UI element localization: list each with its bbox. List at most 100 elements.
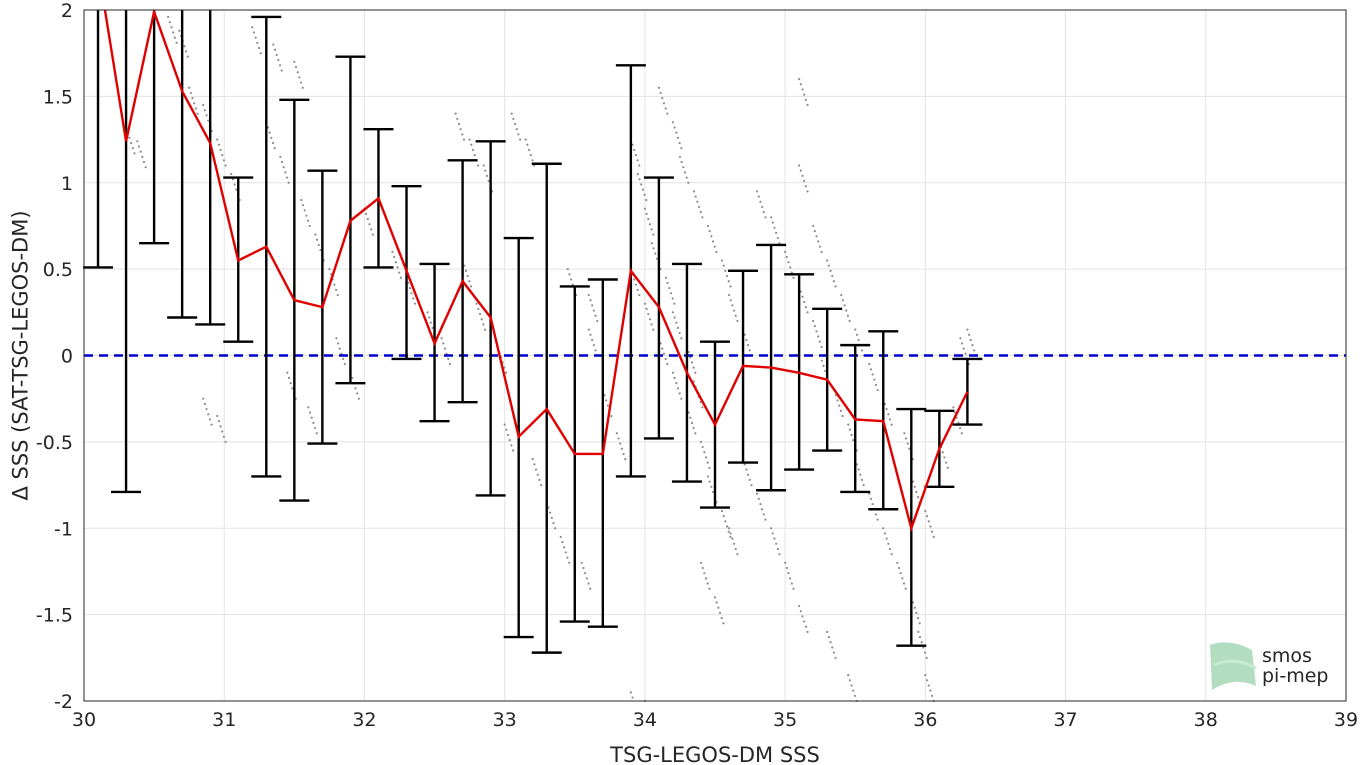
scatter-point	[194, 107, 197, 110]
scatter-point	[871, 373, 874, 376]
scatter-point	[668, 287, 671, 290]
scatter-point	[333, 283, 336, 286]
scatter-point	[287, 376, 291, 380]
scatter-point	[924, 509, 927, 513]
scatter-point	[798, 164, 801, 167]
scatter-point	[429, 321, 433, 324]
scatter-point	[287, 181, 290, 184]
scatter-point	[773, 537, 776, 540]
scatter-point	[619, 442, 622, 445]
scatter-point	[517, 133, 520, 136]
scatter-point	[659, 91, 662, 95]
scatter-point	[775, 542, 778, 545]
scatter-point	[690, 421, 694, 424]
scatter-point	[838, 404, 841, 407]
scatter-point	[286, 371, 289, 374]
scatter-point	[713, 245, 716, 248]
scatter-point	[133, 152, 136, 155]
scatter-point	[683, 171, 687, 174]
scatter-point	[813, 325, 816, 328]
scatter-point	[312, 421, 315, 424]
scatter-point	[512, 117, 515, 120]
scatter-point	[538, 478, 541, 481]
scatter-point	[824, 369, 827, 373]
scatter-point	[748, 349, 751, 352]
scatter-point	[207, 119, 210, 122]
scatter-point	[798, 78, 801, 81]
scatter-point	[548, 511, 552, 514]
scatter-point	[398, 271, 401, 274]
x-axis-label: TSG-LEGOS-DM SSS	[609, 743, 820, 765]
scatter-point	[354, 387, 357, 390]
scatter-point	[531, 458, 534, 461]
scatter-point	[271, 141, 275, 145]
scatter-point	[648, 318, 652, 321]
scatter-point	[335, 288, 338, 291]
scatter-point	[687, 181, 690, 184]
scatter-point	[662, 102, 666, 105]
scatter-point	[745, 338, 748, 342]
scatter-point	[504, 371, 508, 374]
scatter-point	[391, 250, 394, 253]
scatter-point	[745, 468, 748, 471]
scatter-point	[591, 304, 594, 307]
x-tick-label: 30	[72, 709, 96, 731]
scatter-point	[916, 616, 920, 620]
scatter-point	[676, 136, 680, 139]
scatter-point	[882, 527, 885, 530]
scatter-point	[729, 285, 732, 288]
scatter-point	[876, 518, 879, 521]
scatter-point	[734, 314, 737, 317]
scatter-point	[676, 326, 680, 329]
scatter-point	[338, 347, 341, 350]
scatter-point	[592, 309, 595, 312]
scatter-point	[662, 352, 666, 355]
x-tick-label: 39	[1334, 709, 1358, 731]
scatter-point	[855, 333, 859, 336]
y-tick-label: 0	[61, 346, 73, 368]
scatter-point	[673, 376, 676, 380]
scatter-point	[785, 566, 788, 570]
scatter-point	[524, 138, 527, 141]
scatter-point	[457, 122, 461, 126]
scatter-point	[131, 147, 134, 150]
scatter-point	[817, 240, 820, 243]
scatter-point	[217, 420, 220, 423]
scatter-point	[804, 185, 807, 188]
logo-line2: pi-mep	[1262, 665, 1328, 687]
scatter-point	[587, 582, 590, 585]
scatter-point	[139, 150, 142, 153]
scatter-point	[960, 432, 963, 435]
scatter-point	[787, 572, 790, 575]
logo-line1: smos	[1262, 645, 1312, 667]
scatter-point	[315, 432, 318, 435]
scatter-point	[680, 397, 683, 400]
scatter-point	[826, 259, 829, 262]
scatter-point	[685, 176, 688, 179]
scatter-point	[308, 224, 311, 228]
scatter-point	[193, 102, 196, 105]
scatter-point	[585, 577, 588, 580]
scatter-point	[208, 418, 212, 421]
scatter-point	[764, 518, 767, 521]
y-tick-label: 0.5	[43, 259, 73, 281]
scatter-point	[647, 312, 650, 316]
scatter-point	[594, 349, 597, 352]
scatter-point	[216, 414, 219, 418]
scatter-point	[847, 423, 850, 426]
scatter-point	[820, 345, 823, 348]
scatter-point	[925, 679, 929, 682]
scatter-point	[932, 535, 935, 538]
scatter-point	[366, 217, 369, 221]
scatter-point	[203, 109, 206, 112]
scatter-point	[890, 423, 893, 426]
scatter-point	[904, 437, 908, 440]
scatter-point	[917, 630, 920, 634]
x-tick-label: 37	[1053, 709, 1077, 731]
scatter-point	[480, 318, 483, 321]
scatter-point	[643, 207, 646, 210]
y-tick-label: -0.5	[36, 432, 73, 454]
scatter-point	[235, 188, 238, 191]
scatter-point	[776, 236, 779, 240]
scatter-point	[727, 527, 731, 530]
